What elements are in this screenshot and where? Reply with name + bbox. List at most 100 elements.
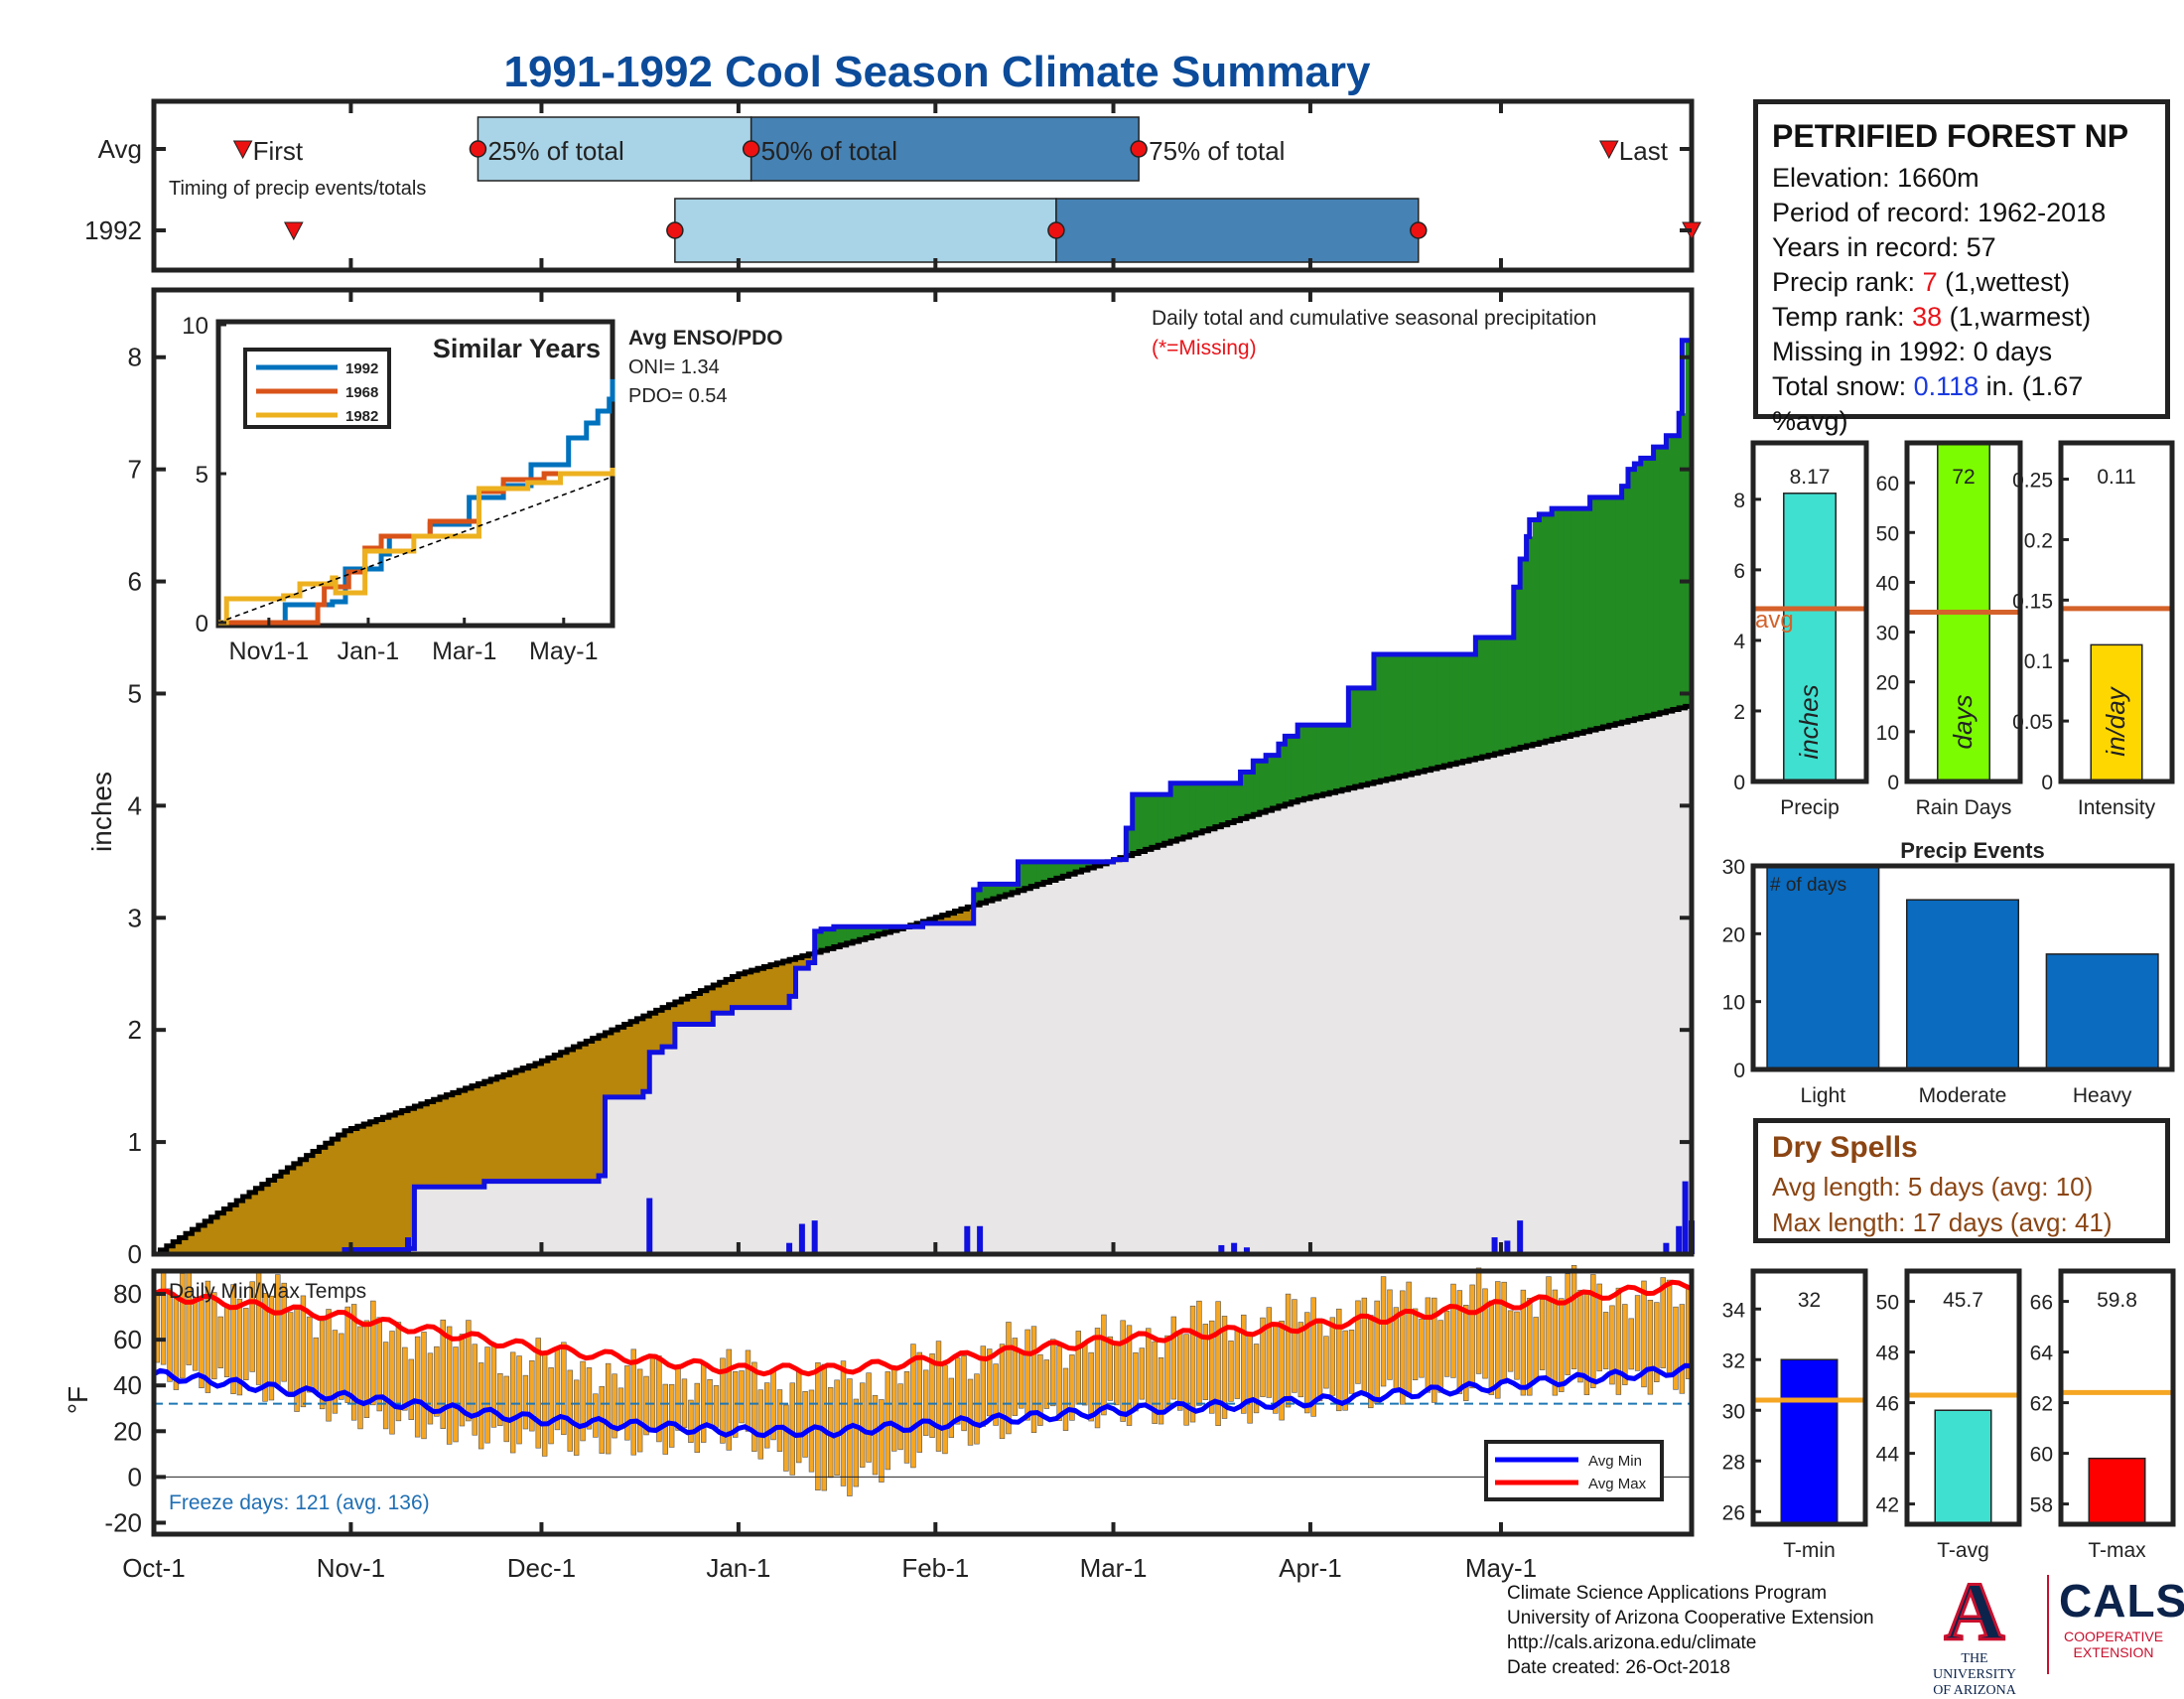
above-average-fill <box>1494 637 1502 754</box>
above-average-fill <box>1018 861 1025 890</box>
t-avg-y-tick-label: 50 <box>1876 1292 1899 1315</box>
daily-temp-bar <box>1062 1367 1069 1431</box>
footer-credits: Climate Science Applications Program Uni… <box>1507 1581 1874 1680</box>
above-average-fill <box>1348 687 1356 787</box>
below-average-fill <box>795 956 803 969</box>
below-average-fill <box>401 1109 409 1250</box>
legend-avg-min-label: Avg Min <box>1588 1453 1642 1470</box>
t-avg-y-tick-label: 48 <box>1876 1343 1899 1365</box>
below-average-fill <box>694 992 702 1025</box>
t-min-y-tick-label: 32 <box>1722 1349 1745 1372</box>
above-average-fill <box>1341 725 1349 789</box>
daily-temp-bar <box>649 1353 656 1430</box>
above-average-fill <box>1176 782 1184 839</box>
precip-events-y-tick-label: 20 <box>1722 923 1745 946</box>
daily-temp-bar <box>974 1373 980 1445</box>
above-average-fill <box>814 930 822 952</box>
station-elevation: Elevation: 1660m <box>1772 163 1979 193</box>
below-average-fill <box>674 1000 682 1025</box>
above-average-fill <box>1335 725 1343 790</box>
above-average-fill <box>1570 508 1578 735</box>
precip-y-tick-label: 5 <box>128 678 142 708</box>
below-average-fill <box>948 912 956 923</box>
above-average-fill <box>992 884 1000 899</box>
uofa-a-mark: A <box>1943 1566 2006 1658</box>
footer-line-3[interactable]: http://cals.arizona.edu/climate <box>1507 1632 1757 1653</box>
daily-temp-bar <box>879 1399 885 1483</box>
below-average-fill <box>452 1091 460 1188</box>
daily-temp-bar <box>1609 1305 1615 1385</box>
timing-bar-50-75 <box>1055 198 1420 263</box>
below-average-fill <box>249 1190 257 1254</box>
temp-y-tick-label: 40 <box>113 1370 142 1400</box>
above-average-fill <box>1386 653 1394 779</box>
daily-temp-bar <box>167 1288 173 1382</box>
daily-temp-bar <box>897 1383 903 1451</box>
daily-temp-bar <box>1355 1300 1361 1384</box>
footer-line-1: Climate Science Applications Program <box>1507 1583 1828 1604</box>
daily-temp-bar <box>509 1351 516 1454</box>
below-average-fill <box>579 1042 587 1182</box>
below-average-fill <box>522 1066 530 1182</box>
daily-temp-bar <box>1634 1295 1641 1371</box>
daily-temp-bar <box>1570 1265 1577 1369</box>
above-average-fill <box>1297 725 1305 799</box>
below-average-fill <box>967 906 975 923</box>
precip-y-tick-label: 6 <box>128 567 142 597</box>
daily-temp-bar <box>1596 1283 1602 1372</box>
above-average-fill <box>1126 827 1134 855</box>
station-snow-pct: %avg) <box>1772 406 1848 436</box>
daily-temp-bar <box>776 1389 783 1452</box>
daily-temp-bar <box>853 1398 859 1487</box>
above-average-fill <box>1202 782 1210 830</box>
timing-label-50: 50% of total <box>761 136 897 166</box>
daily-temp-bar <box>745 1349 751 1432</box>
daily-temp-bar <box>1221 1316 1228 1419</box>
daily-temp-bar <box>1133 1351 1139 1412</box>
daily-temp-bar <box>688 1399 694 1444</box>
daily-temp-bar <box>1273 1326 1279 1414</box>
daily-temp-bar <box>1075 1331 1082 1405</box>
daily-temp-bar <box>1139 1347 1146 1400</box>
temp-x-tick-label: Oct-1 <box>122 1553 186 1583</box>
daily-temp-bar <box>1304 1312 1310 1414</box>
above-average-fill <box>1246 772 1254 816</box>
above-average-fill <box>1214 782 1222 826</box>
below-average-fill <box>300 1157 308 1254</box>
enso-title: Avg ENSO/PDO <box>628 327 783 350</box>
timing-percentile-marker <box>1130 140 1148 158</box>
above-average-fill <box>1075 861 1083 872</box>
daily-temp-bar <box>466 1320 472 1422</box>
above-average-fill <box>1456 653 1464 763</box>
below-average-fill <box>478 1082 485 1188</box>
daily-temp-bar <box>922 1369 929 1436</box>
daily-temp-bar <box>1209 1320 1215 1414</box>
precip-plot-frame <box>151 287 1695 1257</box>
daily-precip-bar <box>1231 1242 1238 1254</box>
below-average-fill <box>306 1153 314 1254</box>
below-average-fill <box>440 1095 448 1188</box>
temp-plot-frame <box>151 1268 1695 1537</box>
daily-temp-bar <box>866 1372 872 1463</box>
daily-temp-bar <box>847 1378 853 1496</box>
avg-max-temp-line <box>152 1279 1693 1377</box>
daily-temp-bar <box>516 1355 522 1445</box>
daily-precip-bar <box>964 1225 971 1254</box>
intensity-panel-frame <box>2058 440 2175 784</box>
daily-temp-bar <box>1266 1307 1273 1398</box>
daily-temp-bar <box>1539 1299 1546 1370</box>
t-min-axis-label: T-min <box>1783 1539 1836 1562</box>
below-average-fill <box>465 1086 473 1188</box>
daily-temp-bar <box>612 1373 617 1439</box>
above-average-fill <box>1500 637 1508 752</box>
daily-precip-bar <box>1491 1237 1498 1254</box>
temp-rank-value: 38 <box>1912 302 1943 332</box>
daily-temp-bar <box>668 1383 675 1448</box>
station-years: Years in record: 57 <box>1772 232 1996 262</box>
daily-temp-bar <box>421 1332 427 1440</box>
daily-temp-bar <box>1114 1342 1120 1406</box>
above-average-fill <box>1316 725 1324 795</box>
inset-x-tick-label: May-1 <box>529 637 598 665</box>
above-average-fill <box>1595 496 1603 728</box>
logo-divider <box>2047 1575 2049 1674</box>
